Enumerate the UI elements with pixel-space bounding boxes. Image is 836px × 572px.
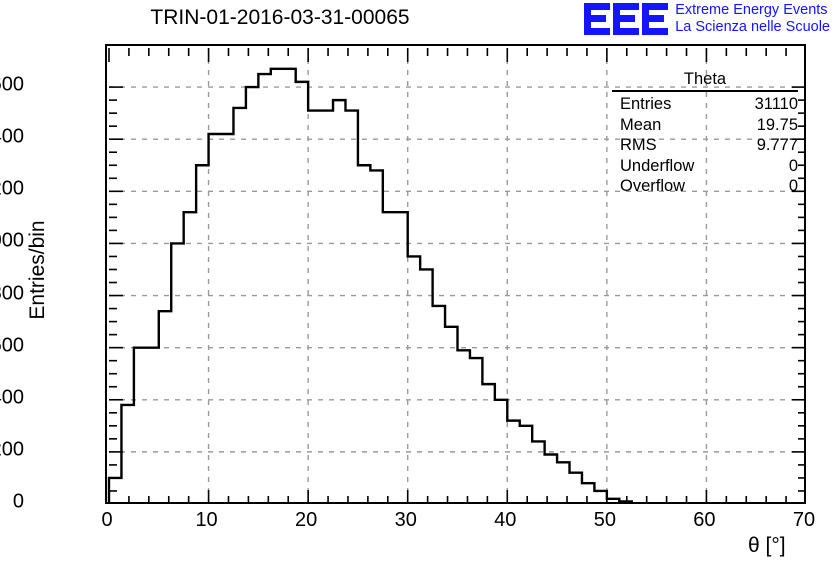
y-axis-tick-label: 400 [0, 386, 24, 409]
stats-row: Underflow 0 [612, 156, 798, 177]
y-axis-tick-label: 1000 [0, 229, 24, 252]
stats-row: Mean 19.75 [612, 115, 798, 136]
stats-row: Overflow 0 [612, 176, 798, 197]
stats-row-key: Entries [620, 95, 672, 113]
eee-letter-icon [613, 2, 640, 35]
stats-row-key: Underflow [620, 156, 695, 175]
stats-row: RMS 9.777 [612, 135, 798, 156]
stats-row-value: 0 [788, 177, 798, 195]
stats-row-key: Overflow [620, 177, 686, 195]
x-axis-tick-label: 30 [394, 509, 417, 531]
x-axis-tick-label: 50 [593, 509, 616, 531]
y-axis-title: Entries/bin [26, 220, 49, 320]
eee-logo-line1: Extreme Energy Events [675, 2, 828, 18]
x-axis-title: θ [°] [748, 534, 786, 557]
stats-divider [612, 90, 798, 92]
y-axis-tick-label: 800 [0, 282, 24, 305]
y-axis-tick-label: 1600 [0, 73, 24, 96]
y-axis-tick-label: 0 [12, 490, 24, 513]
y-axis-tick-label: 1200 [0, 177, 24, 200]
stats-row-value: 0 [788, 156, 798, 175]
stats-row-value: 9.777 [756, 136, 798, 154]
eee-letter-icon [584, 2, 611, 35]
eee-logo-text: Extreme Energy Events La Scienza nelle S… [675, 2, 830, 35]
stats-rows: Entries 31110 Mean 19.75 RMS 9.777 Underflow 0 O… [612, 94, 798, 197]
x-axis-tick-label: 0 [101, 509, 113, 531]
eee-letter-icon [642, 2, 669, 35]
eee-mark-icon [584, 2, 669, 35]
stats-row-key: Mean [620, 115, 662, 134]
eee-logo: Extreme Energy Events La Scienza nelle S… [584, 2, 830, 35]
x-axis-tick-label: 40 [494, 509, 517, 531]
x-axis-tick-label: 60 [693, 509, 716, 531]
stats-row-value: 19.75 [756, 115, 798, 134]
x-axis-tick-label: 10 [195, 509, 218, 531]
eee-logo-line2: La Scienza nelle Scuole [675, 18, 830, 35]
y-axis-tick-label: 200 [0, 438, 24, 461]
y-axis-tick-label: 600 [0, 334, 24, 357]
x-axis-tick-label: 20 [295, 509, 318, 531]
stats-row: Entries 31110 [612, 94, 798, 115]
x-axis-tick-label: 70 [792, 509, 816, 531]
histogram-svg [107, 48, 804, 502]
plot-frame [105, 44, 806, 504]
stats-box: Theta Entries 31110 Mean 19.75 RMS 9.777 Under… [612, 70, 798, 197]
stats-row-value: 31110 [754, 95, 798, 113]
stats-title: Theta [683, 70, 727, 88]
stats-row-key: RMS [620, 136, 657, 154]
y-axis-tick-label: 1400 [0, 125, 24, 148]
page-title: TRIN-01-2016-03-31-00065 [150, 6, 410, 29]
